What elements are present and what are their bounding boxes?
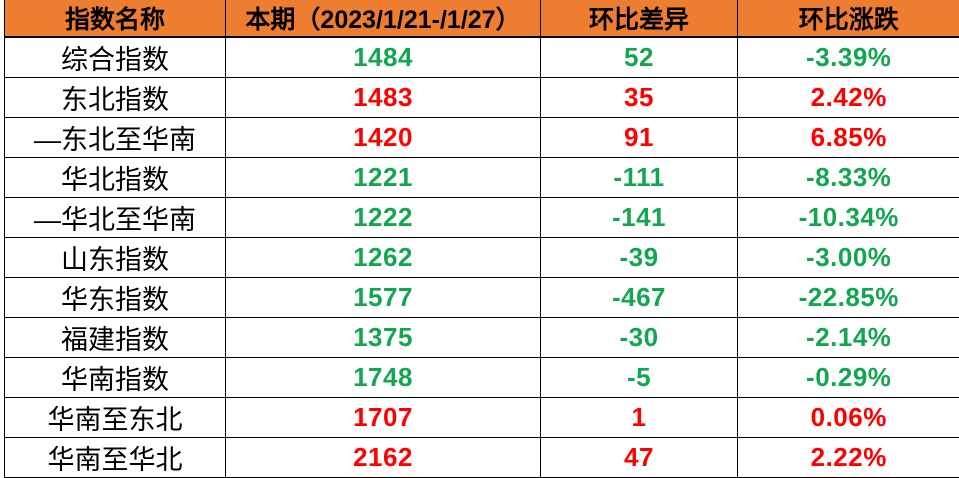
index-name-cell: —东北至华南 <box>5 118 226 158</box>
current-value-cell: 1262 <box>226 238 541 278</box>
diff-value-cell: -5 <box>541 358 738 398</box>
current-value-cell: 1483 <box>226 78 541 118</box>
table-row: 山东指数 1262 -39 -3.00% <box>5 238 959 278</box>
change-value-cell: -8.33% <box>738 158 959 198</box>
col-header-change: 环比涨跌 <box>738 0 959 37</box>
current-value-cell: 1375 <box>226 318 541 358</box>
change-value-cell: 2.42% <box>738 78 959 118</box>
index-name-cell: 华东指数 <box>5 278 226 318</box>
index-name-cell: 东北指数 <box>5 78 226 118</box>
diff-value-cell: 47 <box>541 438 738 478</box>
table-row: 综合指数 1484 52 -3.39% <box>5 37 959 78</box>
diff-value-cell: -467 <box>541 278 738 318</box>
col-header-current-period: 本期（2023/1/21-/1/27） <box>226 0 541 37</box>
diff-value-cell: -141 <box>541 198 738 238</box>
table-row: 福建指数 1375 -30 -2.14% <box>5 318 959 358</box>
change-value-cell: -2.14% <box>738 318 959 358</box>
table-row: 华北指数 1221 -111 -8.33% <box>5 158 959 198</box>
diff-value-cell: 52 <box>541 37 738 78</box>
header-row: 指数名称 本期（2023/1/21-/1/27） 环比差异 环比涨跌 <box>5 0 959 37</box>
change-value-cell: -10.34% <box>738 198 959 238</box>
change-value-cell: 2.22% <box>738 438 959 478</box>
table-row: 东北指数 1483 35 2.42% <box>5 78 959 118</box>
change-value-cell: 6.85% <box>738 118 959 158</box>
table-row: —华北至华南 1222 -141 -10.34% <box>5 198 959 238</box>
current-value-cell: 1577 <box>226 278 541 318</box>
current-value-cell: 1707 <box>226 398 541 438</box>
current-value-cell: 1748 <box>226 358 541 398</box>
table-row: 华东指数 1577 -467 -22.85% <box>5 278 959 318</box>
index-name-cell: 山东指数 <box>5 238 226 278</box>
diff-value-cell: -111 <box>541 158 738 198</box>
index-name-cell: 华南指数 <box>5 358 226 398</box>
diff-value-cell: -39 <box>541 238 738 278</box>
index-name-cell: 华南至东北 <box>5 398 226 438</box>
current-value-cell: 1484 <box>226 37 541 78</box>
current-value-cell: 1420 <box>226 118 541 158</box>
change-value-cell: -3.39% <box>738 37 959 78</box>
col-header-diff: 环比差异 <box>541 0 738 37</box>
change-value-cell: 0.06% <box>738 398 959 438</box>
index-name-cell: 福建指数 <box>5 318 226 358</box>
col-header-index-name: 指数名称 <box>5 0 226 37</box>
index-name-cell: 华北指数 <box>5 158 226 198</box>
table-row: 华南指数 1748 -5 -0.29% <box>5 358 959 398</box>
current-value-cell: 1221 <box>226 158 541 198</box>
diff-value-cell: 35 <box>541 78 738 118</box>
table-row: 华南至东北 1707 1 0.06% <box>5 398 959 438</box>
diff-value-cell: -30 <box>541 318 738 358</box>
freight-index-table: 指数名称 本期（2023/1/21-/1/27） 环比差异 环比涨跌 综合指数 … <box>4 0 959 478</box>
change-value-cell: -22.85% <box>738 278 959 318</box>
change-value-cell: -3.00% <box>738 238 959 278</box>
diff-value-cell: 91 <box>541 118 738 158</box>
index-name-cell: 综合指数 <box>5 37 226 78</box>
diff-value-cell: 1 <box>541 398 738 438</box>
table-row: 华南至华北 2162 47 2.22% <box>5 438 959 478</box>
current-value-cell: 1222 <box>226 198 541 238</box>
current-value-cell: 2162 <box>226 438 541 478</box>
table-row: —东北至华南 1420 91 6.85% <box>5 118 959 158</box>
change-value-cell: -0.29% <box>738 358 959 398</box>
index-name-cell: 华南至华北 <box>5 438 226 478</box>
index-name-cell: —华北至华南 <box>5 198 226 238</box>
